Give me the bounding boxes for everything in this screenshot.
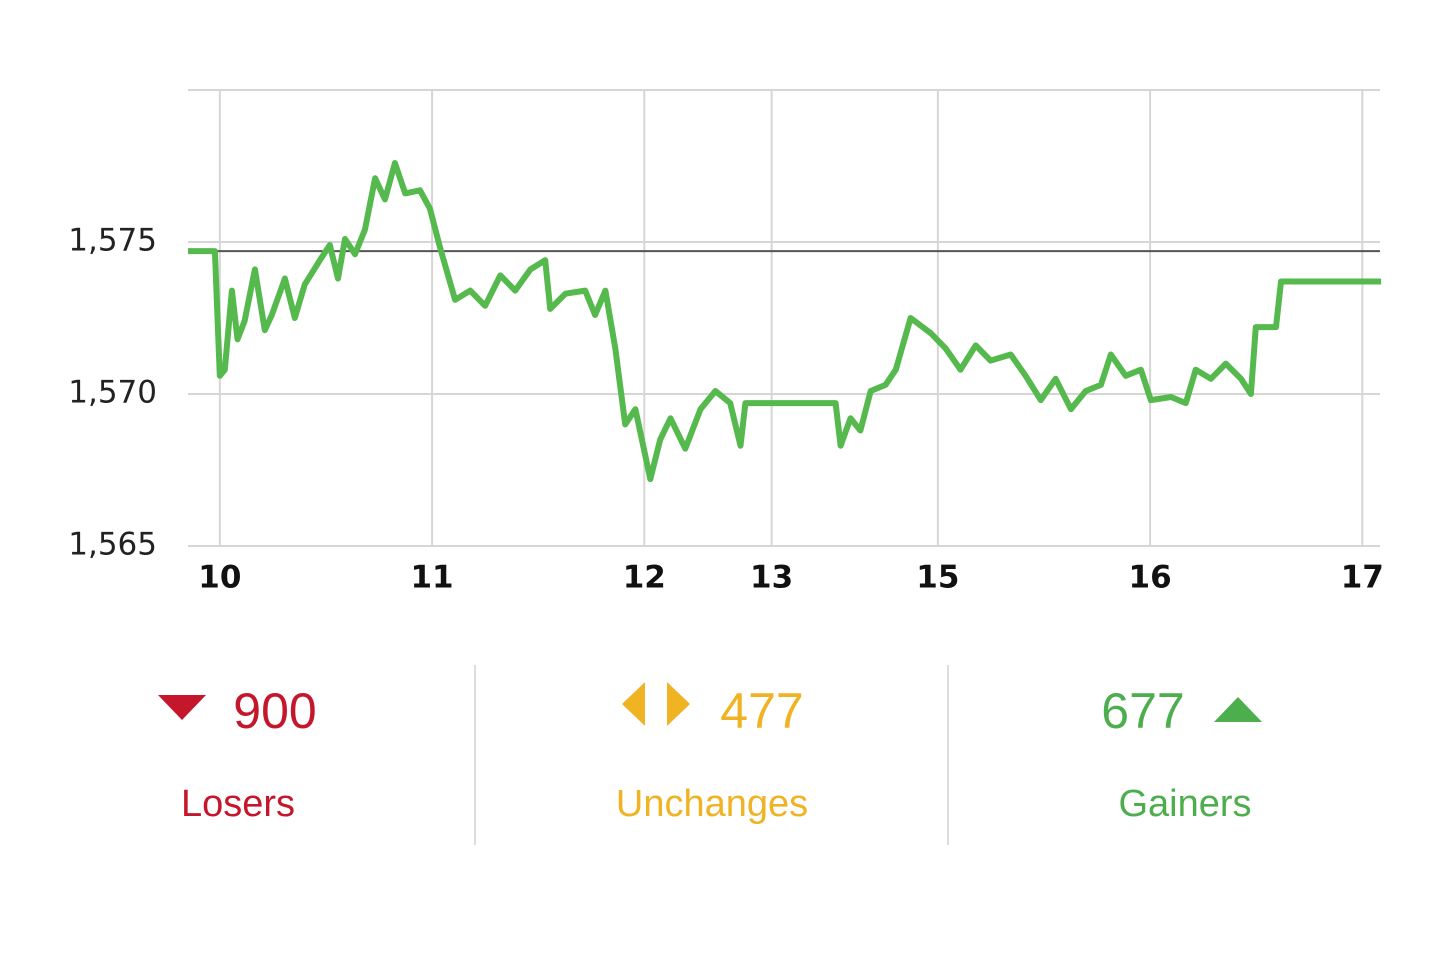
up-icon (1214, 697, 1262, 722)
x-tick-label: 17 (1341, 560, 1384, 596)
left-icon (622, 682, 645, 726)
x-tick-label: 11 (410, 560, 453, 596)
stat-value: 900 (233, 683, 316, 739)
x-tick-label: 10 (198, 560, 241, 596)
stat-label: Losers (181, 783, 295, 825)
x-tick-label: 12 (623, 560, 666, 596)
x-tick-label: 13 (750, 560, 793, 596)
stat-label: Unchanges (616, 783, 808, 825)
stat-label: Gainers (1118, 783, 1251, 825)
y-tick-label: 1,570 (68, 375, 157, 411)
x-tick-label: 15 (916, 560, 959, 596)
stat-value: 477 (720, 683, 803, 739)
summary: 900 Losers 477 Unchanges 677 Gainers (181, 683, 1252, 825)
right-icon (667, 682, 690, 726)
y-tick-label: 1,575 (68, 223, 157, 259)
price-line (188, 160, 1382, 483)
y-tick-label: 1,565 (68, 527, 157, 563)
down-icon (158, 695, 206, 720)
x-tick-label: 16 (1129, 560, 1172, 596)
stat-value: 677 (1101, 683, 1184, 739)
